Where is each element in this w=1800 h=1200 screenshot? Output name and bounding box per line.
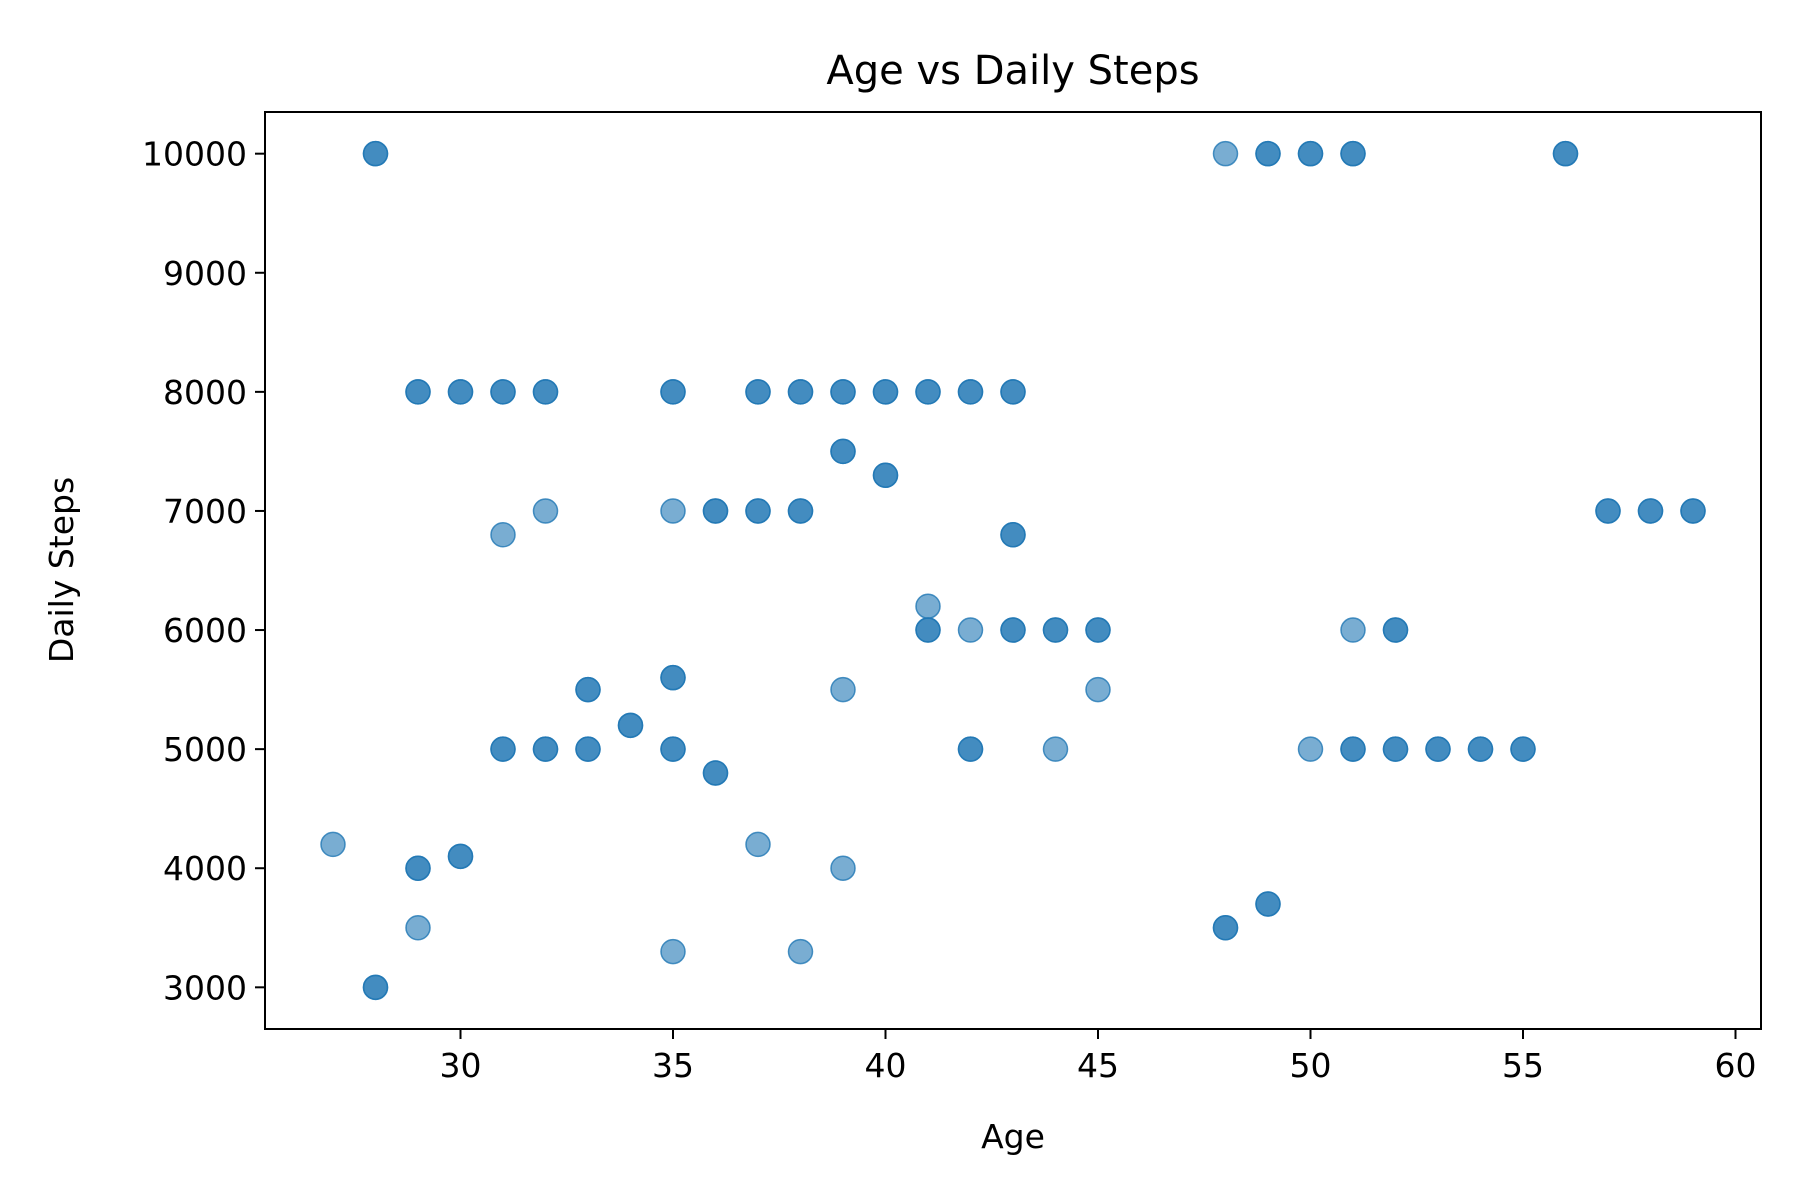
data-point bbox=[1085, 617, 1111, 643]
data-point bbox=[915, 379, 941, 405]
data-point bbox=[1340, 736, 1366, 762]
data-point bbox=[660, 379, 686, 405]
data-point bbox=[702, 760, 729, 786]
data-point bbox=[1255, 891, 1281, 917]
y-axis-title: Daily Steps bbox=[42, 477, 81, 663]
y-tick-label: 10000 bbox=[142, 135, 247, 174]
data-point bbox=[1340, 617, 1366, 643]
data-point bbox=[957, 379, 984, 405]
data-point bbox=[320, 831, 346, 858]
data-point bbox=[1297, 140, 1324, 167]
data-point bbox=[617, 712, 644, 739]
data-point bbox=[872, 462, 899, 488]
x-tick-label: 50 bbox=[1290, 1046, 1332, 1085]
data-point bbox=[405, 379, 431, 405]
data-point bbox=[1042, 617, 1069, 643]
y-tick-label: 9000 bbox=[163, 254, 247, 293]
data-point bbox=[490, 379, 516, 405]
data-point bbox=[915, 593, 941, 619]
data-point bbox=[1382, 736, 1409, 762]
data-point bbox=[532, 498, 559, 524]
data-point bbox=[1467, 736, 1494, 762]
data-point bbox=[1212, 140, 1239, 167]
x-tick-label: 40 bbox=[865, 1046, 907, 1085]
data-point bbox=[830, 438, 856, 465]
x-tick-label: 35 bbox=[652, 1046, 694, 1085]
data-point bbox=[787, 498, 814, 524]
data-point bbox=[362, 140, 389, 167]
data-point bbox=[702, 498, 729, 524]
data-point bbox=[1000, 522, 1026, 548]
data-point bbox=[787, 938, 814, 965]
data-point bbox=[745, 498, 771, 524]
y-tick-label: 5000 bbox=[163, 730, 247, 769]
data-point bbox=[1382, 617, 1409, 643]
data-point bbox=[957, 617, 984, 643]
data-point bbox=[660, 498, 686, 524]
data-point bbox=[787, 379, 814, 405]
x-tick-label: 60 bbox=[1715, 1046, 1757, 1085]
data-point bbox=[1340, 140, 1366, 167]
y-tick-label: 8000 bbox=[163, 373, 247, 412]
data-point bbox=[830, 676, 856, 703]
data-point bbox=[447, 843, 474, 870]
data-point bbox=[660, 664, 686, 691]
data-point bbox=[957, 736, 984, 762]
data-point bbox=[1212, 915, 1239, 941]
data-point bbox=[405, 855, 431, 881]
data-point bbox=[490, 522, 516, 548]
x-axis-title: Age bbox=[981, 1117, 1045, 1156]
data-point bbox=[1297, 736, 1324, 762]
data-point bbox=[1552, 140, 1579, 167]
data-point bbox=[1425, 736, 1451, 762]
chart-title: Age vs Daily Steps bbox=[826, 48, 1199, 94]
y-tick-label: 6000 bbox=[163, 611, 247, 650]
x-tick-label: 55 bbox=[1502, 1046, 1544, 1085]
plot-area-frame bbox=[264, 111, 1762, 1030]
data-point bbox=[1000, 379, 1026, 405]
data-point bbox=[490, 736, 516, 762]
data-point bbox=[872, 379, 899, 405]
x-axis-ticks: 30 35 40 45 50 55 60 bbox=[440, 1029, 1757, 1085]
data-point bbox=[745, 831, 771, 858]
data-point bbox=[660, 736, 686, 762]
data-point bbox=[1255, 140, 1281, 167]
y-tick-label: 7000 bbox=[163, 492, 247, 531]
data-point bbox=[1000, 617, 1026, 643]
y-tick-label: 3000 bbox=[163, 968, 247, 1007]
data-point bbox=[532, 379, 559, 405]
data-point bbox=[1510, 736, 1536, 762]
data-point bbox=[1595, 498, 1621, 524]
data-point bbox=[830, 379, 856, 405]
data-point bbox=[405, 915, 431, 941]
data-point bbox=[575, 676, 601, 703]
x-tick-label: 45 bbox=[1077, 1046, 1119, 1085]
data-point bbox=[660, 938, 686, 965]
data-point bbox=[1042, 736, 1069, 762]
data-point bbox=[575, 736, 601, 762]
data-point bbox=[447, 379, 474, 405]
data-point bbox=[362, 974, 389, 1001]
y-tick-label: 4000 bbox=[163, 849, 247, 888]
data-points bbox=[320, 140, 1706, 1001]
data-point bbox=[830, 855, 856, 881]
x-tick-label: 30 bbox=[440, 1046, 482, 1085]
data-point bbox=[532, 736, 559, 762]
data-point bbox=[915, 617, 941, 643]
data-point bbox=[1085, 676, 1111, 703]
data-point bbox=[1680, 498, 1706, 524]
data-point bbox=[1637, 498, 1664, 524]
y-axis-ticks: 3000 4000 5000 6000 7000 8000 9000 10000 bbox=[142, 135, 265, 1007]
data-point bbox=[745, 379, 771, 405]
